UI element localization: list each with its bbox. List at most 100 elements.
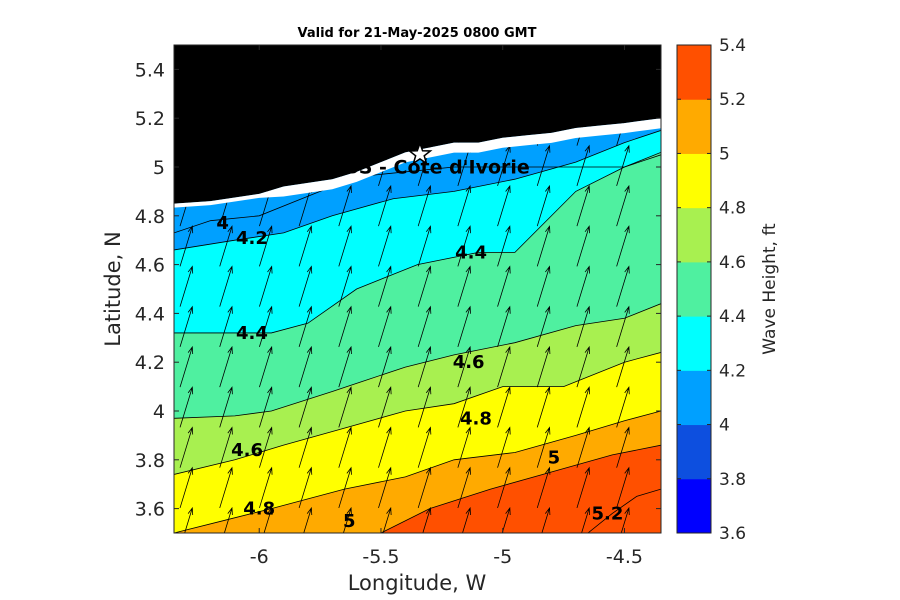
wave-arrow	[457, 426, 471, 468]
wave-arrow	[620, 506, 630, 533]
colorbar-tick-label: 4.6	[719, 253, 746, 273]
wave-arrow	[616, 466, 630, 509]
colorbar-segment	[677, 316, 711, 371]
wave-arrow	[457, 466, 471, 509]
wave-arrow	[179, 386, 194, 428]
wave-arrow	[417, 345, 432, 388]
wave-arrow	[417, 426, 432, 468]
wave-arrow	[616, 305, 630, 348]
x-tick-label: -4.5	[606, 546, 643, 568]
contour-label: 4.4	[455, 242, 487, 263]
land-mask	[174, 45, 661, 208]
wave-arrow	[616, 184, 630, 227]
colorbar-tick-label: 5	[719, 144, 730, 164]
plot-frame	[173, 44, 662, 534]
wave-arrow	[616, 225, 630, 267]
wave-arrow	[338, 305, 352, 348]
wave-arrow	[576, 265, 590, 307]
y-tick-label: 3.6	[135, 499, 165, 521]
colorbar-tick-label: 3.8	[719, 470, 746, 490]
wave-arrow	[179, 466, 194, 509]
y-tick-label: 5.4	[135, 59, 165, 81]
wave-arrow	[536, 265, 551, 307]
wave-arrow	[343, 506, 352, 533]
contour-label: 4.6	[453, 352, 485, 373]
wave-arrow	[259, 265, 273, 307]
colorbar-segment	[677, 207, 711, 263]
colorbar-frame	[676, 44, 712, 534]
contour-label: 4.8	[460, 408, 492, 429]
wave-arrow	[219, 225, 233, 267]
wave-arrow	[378, 225, 392, 267]
wave-arrow	[536, 386, 551, 428]
colorbar-segment	[677, 370, 711, 426]
wave-arrow	[378, 466, 392, 509]
colorbar-segment	[677, 99, 711, 154]
x-axis-ticks: -6 -5.5 -5 -4.5	[250, 45, 643, 568]
wave-arrow	[378, 265, 392, 307]
wave-arrow	[457, 345, 471, 388]
wave-arrow	[497, 386, 511, 428]
wave-arrow	[541, 506, 551, 533]
wave-arrow	[536, 184, 551, 227]
y-axis-label: Latitude, N	[101, 231, 125, 347]
y-tick-label: 5	[153, 157, 165, 179]
wave-arrow	[378, 426, 392, 468]
y-axis-ticks: 3.6 3.8 4 4.2 4.4 4.6 4.8 5 5.2 5.4	[135, 59, 661, 521]
wave-arrow	[298, 426, 313, 468]
wave-arrow	[616, 386, 630, 428]
wave-arrow	[338, 265, 352, 307]
wave-arrow	[581, 506, 590, 533]
contour-label: 4.6	[231, 440, 263, 461]
wave-arrow	[536, 345, 551, 388]
wave-arrow	[378, 386, 392, 428]
y-tick-label: 5.2	[135, 108, 165, 130]
colorbar-tick-label: 4.8	[719, 199, 746, 219]
wave-arrow	[417, 386, 432, 428]
contour-label: 4.2	[236, 228, 268, 249]
wave-arrow	[179, 426, 194, 468]
colorbar: 3.6 3.8 4 4.2 4.4 4.6 4.8 5 5.2 5.4	[676, 36, 746, 544]
wave-arrow	[576, 184, 590, 227]
wave-arrow	[298, 305, 313, 348]
wave-arrow	[338, 466, 352, 509]
wave-arrow	[536, 466, 551, 509]
wave-arrow	[497, 466, 511, 509]
wave-arrow	[298, 225, 313, 267]
wave-arrow	[259, 225, 273, 267]
site-marker-group: (ONHYM) PPL EBS - Cote d'Ivorie	[180, 141, 530, 178]
wave-arrow	[616, 426, 630, 468]
wave-arrow	[501, 506, 511, 533]
chart-title: Valid for 21-May-2025 0800 GMT	[298, 26, 537, 41]
wave-arrow	[457, 265, 471, 307]
wave-arrow	[378, 184, 392, 227]
colorbar-tick-label: 5.4	[719, 36, 746, 56]
wave-arrow	[179, 345, 194, 388]
wave-arrow	[457, 225, 471, 267]
colorbar-tick-label: 4	[719, 416, 730, 436]
wave-arrow	[338, 386, 352, 428]
colorbar-label: Wave Height, ft	[760, 223, 780, 355]
contour-line-4-8	[174, 352, 661, 475]
wave-arrow	[417, 265, 432, 307]
wave-arrow	[298, 466, 313, 509]
wave-arrow	[259, 466, 273, 509]
contour-label: 5.2	[591, 503, 623, 524]
wave-arrow	[303, 506, 313, 533]
wave-arrow	[382, 506, 392, 533]
wave-arrow	[536, 144, 551, 186]
colorbar-tick-label: 4.4	[719, 307, 746, 327]
contour-label: 4	[216, 213, 229, 234]
contour-band-5-2	[174, 445, 661, 533]
wave-arrow	[417, 225, 432, 267]
contour-line-5-4	[587, 488, 661, 533]
wave-arrow	[616, 144, 630, 186]
wave-arrow	[223, 506, 233, 533]
wave-arrow	[576, 386, 590, 428]
contour-line-5-2	[174, 444, 661, 533]
y-tick-label: 4.2	[135, 352, 165, 374]
wave-arrow	[576, 225, 590, 267]
wave-arrow	[417, 184, 432, 227]
wave-arrow	[457, 184, 471, 227]
wave-arrow	[576, 345, 590, 388]
